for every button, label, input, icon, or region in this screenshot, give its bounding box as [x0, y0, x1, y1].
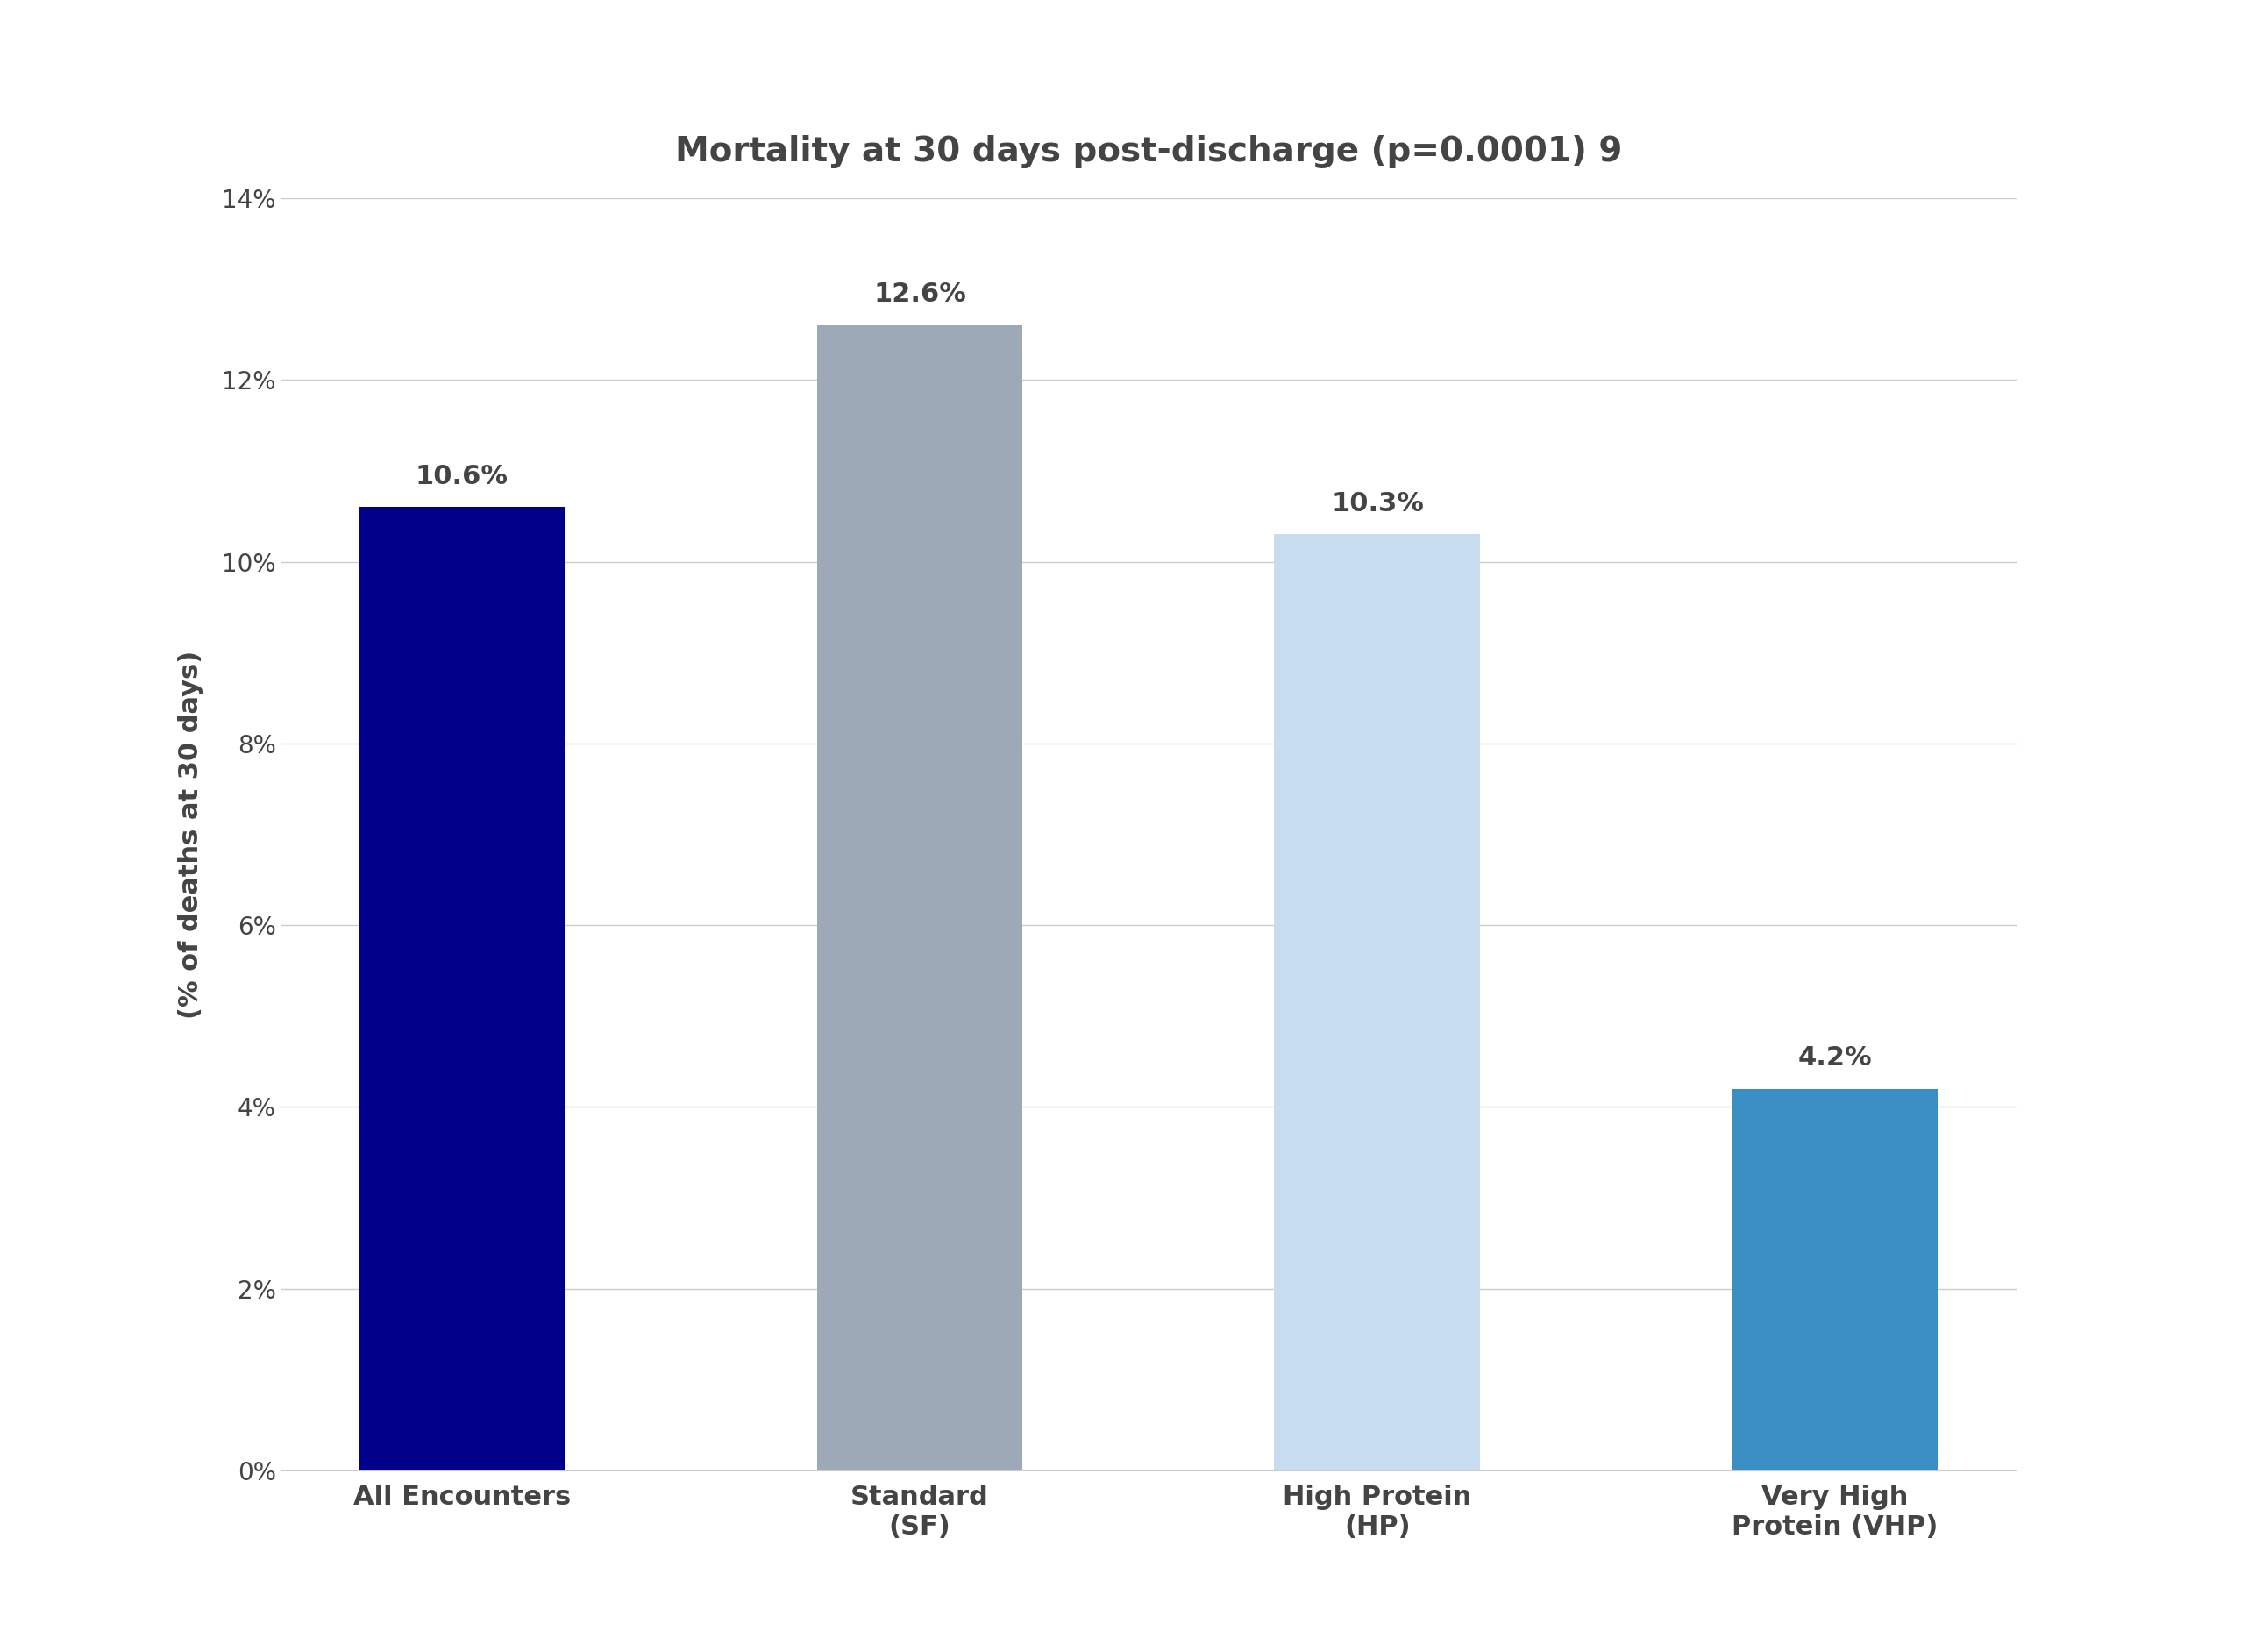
Bar	[359, 507, 565, 1470]
Bar	[816, 325, 1022, 1470]
Bar	[1732, 1089, 1938, 1470]
Text: 10.3%: 10.3%	[1331, 491, 1423, 515]
Text: 12.6%: 12.6%	[874, 282, 966, 307]
Text: 4.2%: 4.2%	[1797, 1046, 1871, 1070]
Y-axis label: (% of deaths at 30 days): (% of deaths at 30 days)	[177, 649, 204, 1019]
Title: Mortality at 30 days post-discharge (p=0.0001) 9: Mortality at 30 days post-discharge (p=0…	[675, 135, 1622, 169]
Text: 10.6%: 10.6%	[415, 464, 509, 489]
Bar	[1275, 535, 1481, 1470]
